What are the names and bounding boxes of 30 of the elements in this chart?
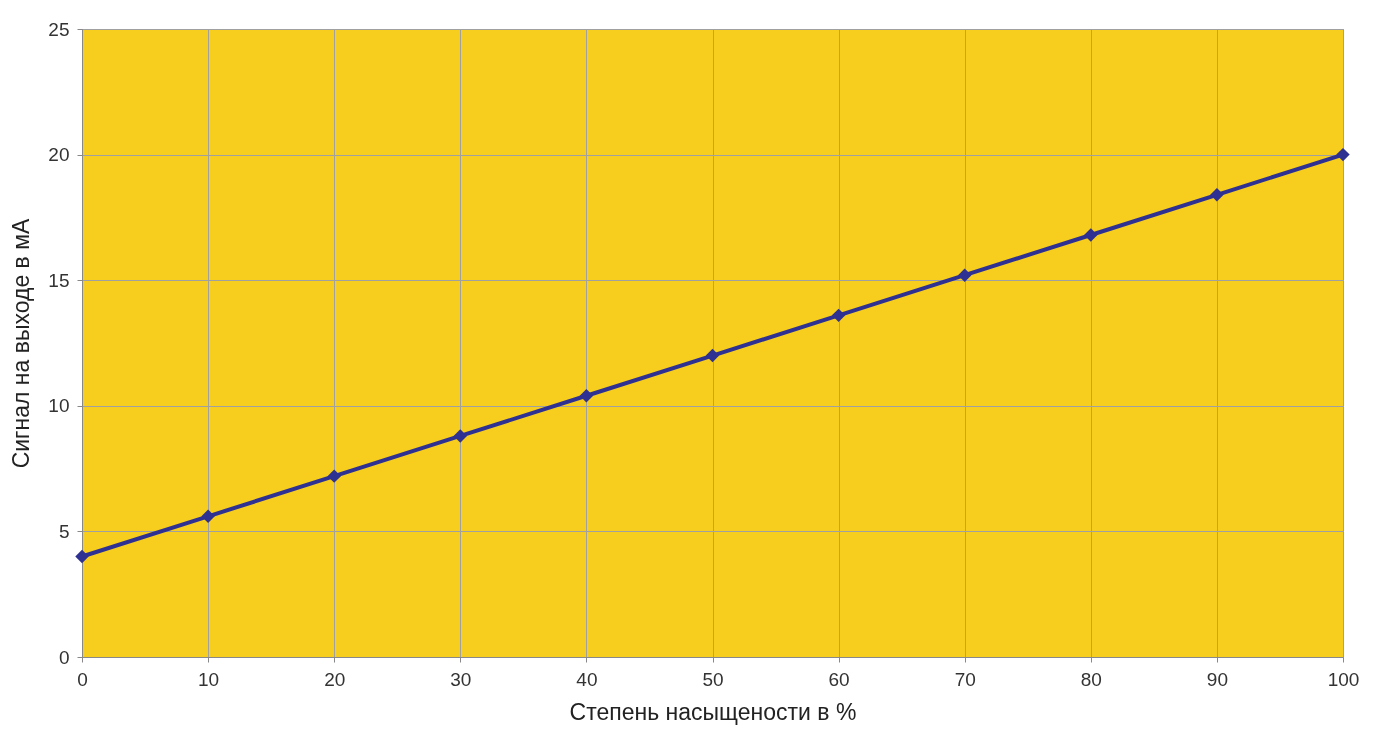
point — [453, 429, 468, 443]
x-tick-label: 70 — [954, 668, 976, 690]
y-tick-label: 15 — [48, 269, 70, 291]
x-tick-label: 80 — [1080, 668, 1102, 690]
point — [201, 509, 215, 524]
y-tick-label: 20 — [48, 144, 70, 166]
point — [1336, 147, 1350, 162]
point — [831, 308, 846, 323]
point — [327, 469, 341, 483]
point — [705, 348, 720, 363]
x-tick-label: 0 — [77, 668, 88, 690]
point — [75, 549, 89, 564]
point — [1084, 228, 1098, 242]
x-tick-label: 50 — [702, 668, 724, 690]
x-tick-label: 20 — [324, 668, 346, 690]
point — [579, 389, 594, 403]
x-tick-label: 100 — [1327, 668, 1360, 690]
y-tick-label: 5 — [58, 520, 70, 542]
y-tick-label: 25 — [48, 18, 70, 40]
y-tick-label: 10 — [48, 395, 70, 417]
x-tick-label: 60 — [828, 668, 850, 690]
x-tick-label: 10 — [198, 668, 220, 690]
x-tick-label: 30 — [450, 668, 472, 690]
x-tick-label: 90 — [1206, 668, 1228, 690]
point — [1210, 188, 1224, 202]
point — [957, 268, 972, 282]
x-tick-label: 40 — [576, 668, 598, 690]
x-axis-title: Степень насыщености в % — [569, 698, 857, 725]
y-tick-label: 0 — [58, 646, 70, 668]
y-axis-title: Сигнал на выходе в мА — [8, 218, 35, 469]
